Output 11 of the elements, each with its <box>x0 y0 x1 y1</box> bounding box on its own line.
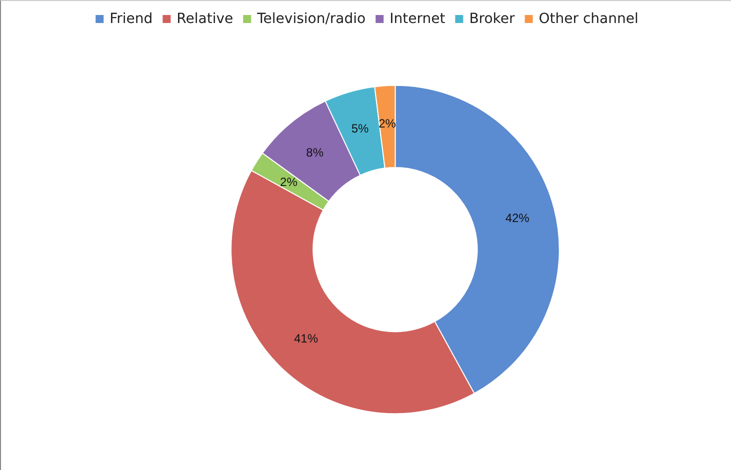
legend-label: Broker <box>469 11 516 27</box>
legend-label: Other channel <box>538 11 638 27</box>
legend-label: Friend <box>110 11 153 27</box>
data-label: 42% <box>505 211 530 226</box>
data-label: 2% <box>280 174 298 189</box>
legend-label: Relative <box>176 11 234 27</box>
data-label: 5% <box>351 121 370 136</box>
data-label: 41% <box>294 332 318 346</box>
legend-label: Television/radio <box>256 11 366 27</box>
data-label: 8% <box>306 145 324 160</box>
legend-label: Internet <box>390 11 446 27</box>
